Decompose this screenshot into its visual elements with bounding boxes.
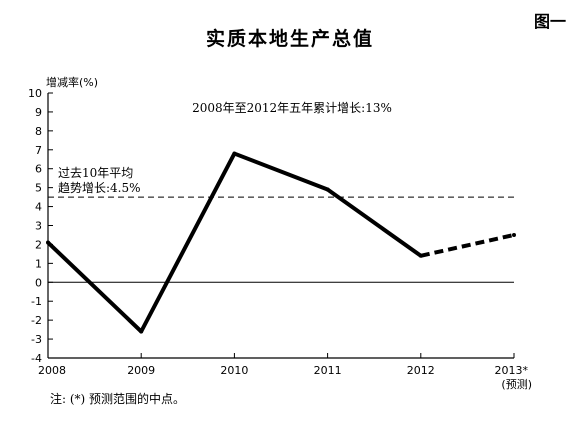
data-point-2008 [46, 240, 50, 245]
y-tick-label: -2 [31, 314, 42, 327]
data-point-2009 [139, 329, 144, 334]
trend-label-line2: 趋势增长:4.5% [58, 181, 141, 195]
figure-label: 图一 [533, 12, 566, 31]
data-point-2012 [418, 253, 423, 258]
y-tick-label: 1 [35, 257, 42, 270]
y-tick-label: 0 [35, 276, 42, 289]
x-tick-label: 2008 [38, 364, 66, 377]
y-tick-label: 5 [35, 182, 42, 195]
y-tick-label: 8 [35, 125, 42, 138]
y-tick-label: -1 [31, 295, 42, 308]
x-tick-label: 2009 [127, 364, 155, 377]
y-tick-label: 4 [35, 201, 42, 214]
x-tick-label: 2010 [220, 364, 248, 377]
trend-label-line1: 过去10年平均 [58, 166, 133, 180]
chart-title: 实质本地生产总值 [205, 28, 374, 50]
series-line-forecast [420, 233, 515, 258]
data-point-2013 [512, 232, 516, 237]
y-tick-label: 9 [35, 106, 42, 119]
data-point-2010 [232, 151, 237, 156]
x-tick-label: 2012 [407, 364, 435, 377]
forecast-sublabel: (预测) [501, 378, 532, 391]
y-tick-label: 2 [35, 238, 42, 251]
y-tick-label: -4 [31, 352, 42, 365]
y-tick-label: 7 [35, 144, 42, 157]
axes [47, 93, 514, 359]
x-tick-label: 2013* [495, 364, 529, 377]
data-point-2011 [325, 187, 330, 192]
y-tick-label: 10 [28, 87, 42, 100]
y-ticks: -4 -3 -2 -1 0 1 2 3 4 5 6 7 8 9 10 [28, 87, 53, 365]
y-tick-label: 3 [35, 220, 42, 233]
cumulative-growth-annotation: 2008年至2012年五年累计增长:13% [192, 101, 392, 115]
y-tick-label: -3 [31, 333, 42, 346]
data-points [46, 151, 516, 334]
y-axis-label: 增减率(%) [46, 75, 98, 89]
footnote: 注: (*) 预测范围的中点。 [50, 392, 186, 406]
x-ticks: 2008 2009 2010 2011 2012 2013*(预测) [38, 353, 532, 391]
x-tick-label: 2011 [314, 364, 342, 377]
y-tick-label: 6 [35, 163, 42, 176]
